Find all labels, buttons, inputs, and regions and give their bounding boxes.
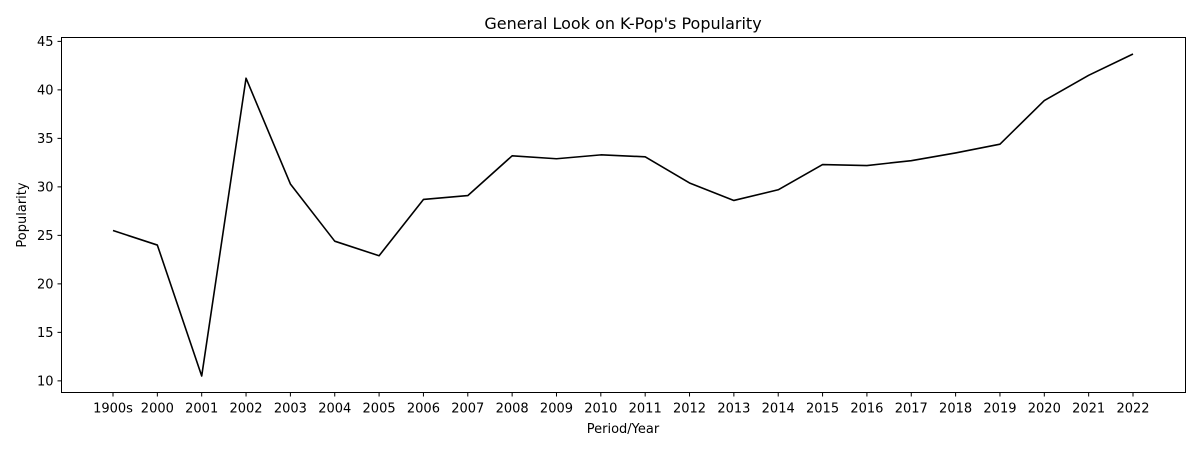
y-tick-label: 45 <box>37 35 54 50</box>
x-axis-label: Period/Year <box>587 422 660 437</box>
x-tick-label: 2011 <box>629 402 662 417</box>
y-tick-label: 35 <box>37 132 54 147</box>
y-tick-label: 15 <box>37 326 54 341</box>
x-tick-label: 1900s <box>93 402 133 417</box>
x-tick-label: 2010 <box>584 402 617 417</box>
x-tick-label: 2006 <box>407 402 440 417</box>
x-tick-label: 2017 <box>895 402 928 417</box>
x-tick-label: 2014 <box>762 402 795 417</box>
series-line <box>112 53 1134 377</box>
x-tick-label: 2002 <box>229 402 262 417</box>
x-tick-label: 2001 <box>185 402 218 417</box>
y-tick-label: 20 <box>37 277 54 292</box>
y-axis: 10 15 20 25 30 35 40 45 <box>37 35 62 389</box>
x-tick-label: 2012 <box>673 402 706 417</box>
x-tick-label: 2013 <box>717 402 750 417</box>
y-axis-label: Popularity <box>15 182 30 247</box>
x-tick-label: 2008 <box>496 402 529 417</box>
x-tick-label: 2019 <box>983 402 1016 417</box>
x-tick-label: 2020 <box>1028 402 1061 417</box>
y-tick-label: 10 <box>37 374 54 389</box>
x-tick-label: 2005 <box>363 402 396 417</box>
x-tick-label: 2022 <box>1116 402 1149 417</box>
x-tick-label: 2009 <box>540 402 573 417</box>
x-tick-label: 2018 <box>939 402 972 417</box>
x-tick-label: 2000 <box>141 402 174 417</box>
y-tick-label: 30 <box>37 180 54 195</box>
x-tick-label: 2003 <box>274 402 307 417</box>
x-tick-label: 2016 <box>850 402 883 417</box>
chart-title: General Look on K-Pop's Popularity <box>484 14 761 33</box>
x-tick-label: 2004 <box>318 402 351 417</box>
series-layer <box>112 53 1134 377</box>
y-tick-label: 25 <box>37 229 54 244</box>
x-tick-label: 2007 <box>451 402 484 417</box>
x-tick-label: 2021 <box>1072 402 1105 417</box>
x-tick-label: 2015 <box>806 402 839 417</box>
x-axis: 1900s 2000 2001 2002 2003 2004 2005 2006 2007 200… <box>93 392 1150 417</box>
plot-frame <box>61 37 1186 393</box>
y-tick-label: 40 <box>37 83 54 98</box>
